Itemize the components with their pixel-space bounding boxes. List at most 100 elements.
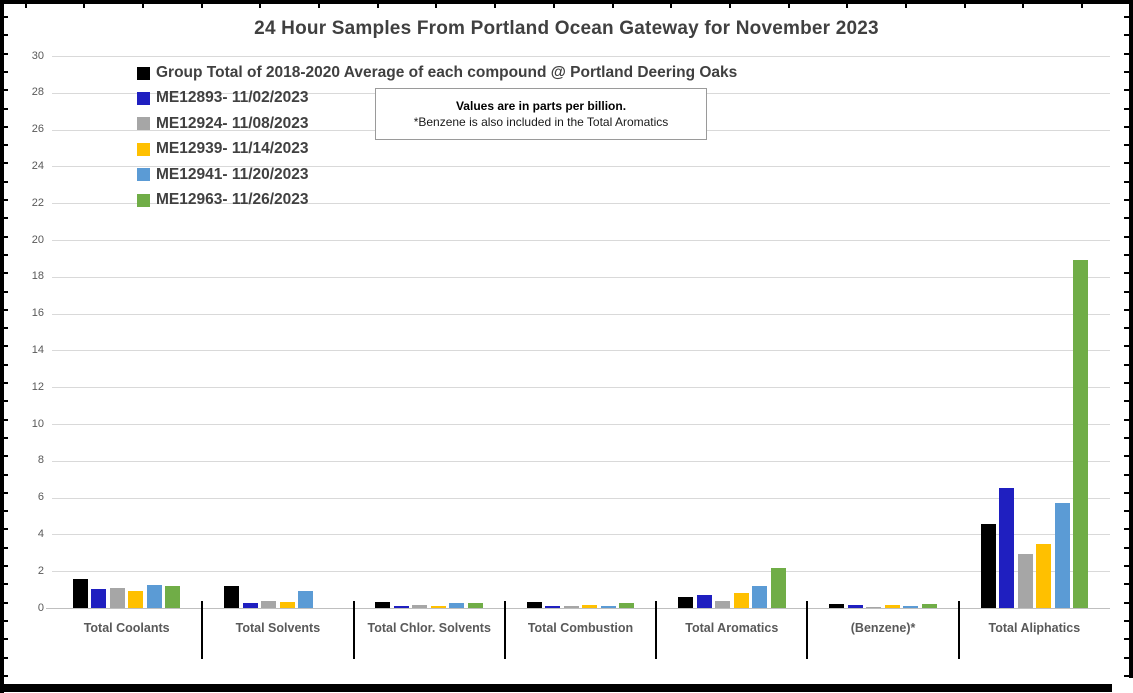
- legend-item: ME12963- 11/26/2023: [137, 190, 309, 210]
- legend-swatch-icon: [137, 91, 150, 105]
- worksheet-edge-tick: [4, 308, 8, 311]
- worksheet-edge-tick: [1124, 418, 1129, 421]
- bar: [770, 568, 786, 608]
- worksheet-edge-tick: [4, 345, 8, 348]
- bar: [1073, 260, 1089, 608]
- worksheet-edge-tick: [552, 4, 555, 8]
- gridline: [52, 350, 1110, 352]
- worksheet-edge-tick: [1124, 16, 1129, 18]
- bar: [582, 605, 598, 608]
- bar: [733, 593, 749, 608]
- y-tick-label: 18: [31, 270, 44, 283]
- bar: [903, 605, 919, 608]
- worksheet-edge-tick: [4, 52, 8, 55]
- legend-item: Group Total of 2018-2020 Average of each…: [137, 63, 737, 83]
- bar: [847, 604, 863, 608]
- gridline: [52, 56, 1110, 57]
- worksheet-edge-tick: [1124, 272, 1129, 275]
- worksheet-edge-tick: [1124, 601, 1129, 604]
- worksheet-edge-tick: [611, 4, 614, 8]
- worksheet-edge-tick: [200, 4, 203, 8]
- y-tick-label: 22: [31, 196, 44, 209]
- bar: [1036, 543, 1052, 608]
- worksheet-edge-tick: [728, 4, 731, 8]
- worksheet-edge-tick: [1124, 619, 1129, 622]
- worksheet-edge-tick: [1124, 510, 1129, 513]
- bar: [545, 606, 561, 608]
- worksheet-edge-tick: [318, 4, 320, 8]
- worksheet-edge-tick: [1124, 70, 1129, 73]
- worksheet-edge-tick: [787, 4, 790, 8]
- bar: [563, 606, 579, 608]
- y-tick-label: 0: [37, 601, 44, 614]
- bar: [449, 603, 465, 608]
- worksheet-edge-tick: [494, 4, 497, 8]
- gridline: [52, 424, 1110, 425]
- y-tick-label: 2: [37, 564, 44, 577]
- bar: [375, 601, 391, 608]
- worksheet-edge-tick: [1081, 4, 1084, 8]
- worksheet-edge-tick: [1124, 144, 1129, 147]
- category-divider: [806, 601, 809, 659]
- worksheet-edge-tick: [4, 162, 8, 165]
- worksheet-edge-tick: [1124, 290, 1129, 293]
- worksheet-edge-tick: [4, 656, 8, 659]
- category-divider: [655, 601, 658, 659]
- bar: [224, 585, 240, 608]
- worksheet-edge-tick: [846, 4, 849, 8]
- gridline: [52, 534, 1110, 536]
- worksheet-edge-tick: [1124, 382, 1129, 384]
- y-tick-label: 24: [31, 159, 44, 172]
- gridline: [52, 460, 1110, 462]
- category-divider: [957, 601, 960, 659]
- worksheet-edge-tick: [259, 4, 262, 8]
- worksheet-edge-tick: [1124, 327, 1129, 330]
- worksheet-edge-tick: [4, 583, 8, 586]
- y-tick-label: 30: [31, 49, 44, 62]
- category-label: (Benzene)*: [850, 621, 916, 635]
- y-tick-label: 14: [31, 343, 44, 356]
- worksheet-edge-tick: [4, 290, 8, 293]
- worksheet-edge-tick: [4, 510, 8, 513]
- annotation-benzene-note: *Benzene is also included in the Total A…: [413, 115, 669, 129]
- worksheet-edge-tick: [4, 601, 8, 604]
- worksheet-edge-tick: [4, 638, 8, 641]
- worksheet-edge-tick: [1022, 4, 1025, 8]
- bar: [146, 585, 162, 608]
- bar: [412, 605, 428, 608]
- y-tick-label: 4: [37, 527, 44, 540]
- gridline: [52, 497, 1110, 499]
- y-axis-tick: [46, 608, 52, 609]
- category-divider: [503, 601, 506, 659]
- bar: [72, 579, 88, 608]
- legend-label: Group Total of 2018-2020 Average of each…: [156, 64, 738, 81]
- bar: [1017, 553, 1033, 608]
- worksheet-edge-tick: [4, 199, 8, 201]
- legend-swatch-icon: [137, 168, 150, 182]
- frame-border-bottom-bar: [0, 684, 1112, 692]
- legend: Group Total of 2018-2020 Average of each…: [137, 63, 897, 213]
- bar: [467, 603, 483, 608]
- legend-label: ME12941- 11/20/2023: [156, 165, 309, 183]
- worksheet-edge-tick: [963, 4, 966, 8]
- bar: [999, 488, 1015, 608]
- bar: [829, 604, 845, 608]
- worksheet-edge-tick: [4, 674, 8, 677]
- legend-swatch-icon: [137, 193, 150, 207]
- worksheet-edge-tick: [4, 144, 8, 147]
- worksheet-edge-tick: [1124, 253, 1129, 256]
- worksheet-edge-tick: [4, 418, 8, 421]
- worksheet-edge-tick: [1124, 565, 1129, 567]
- worksheet-edge-tick: [1124, 52, 1129, 55]
- legend-item: ME12941- 11/20/2023: [137, 165, 309, 185]
- y-tick-label: 6: [37, 491, 44, 504]
- bar: [715, 600, 731, 608]
- gridline: [52, 387, 1110, 389]
- y-tick-label: 8: [37, 454, 44, 467]
- legend-item: ME12924- 11/08/2023: [137, 114, 309, 134]
- worksheet-edge-tick: [1124, 546, 1129, 549]
- worksheet-edge-tick: [4, 235, 8, 238]
- gridline: [52, 240, 1110, 241]
- bar: [242, 603, 258, 608]
